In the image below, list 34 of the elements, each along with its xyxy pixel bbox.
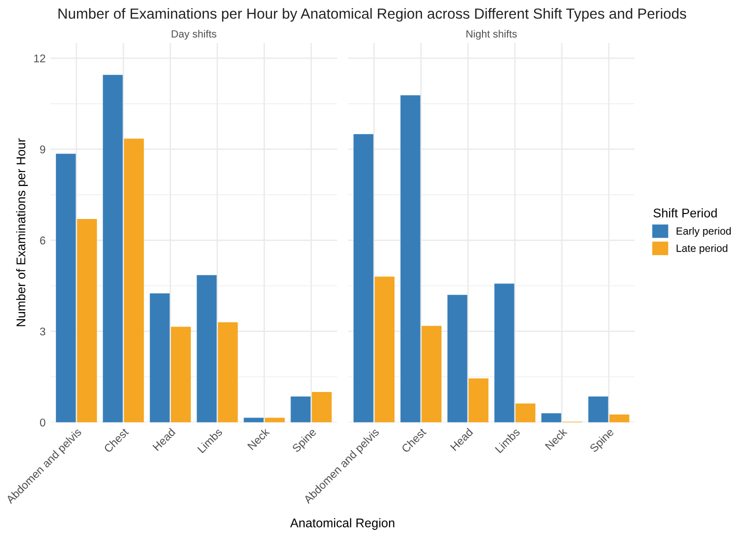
x-axis-title: Anatomical Region [290, 518, 394, 530]
y-tick-label: 3 [40, 328, 46, 336]
bar [588, 396, 608, 422]
y-tick-label: 9 [40, 146, 46, 154]
bar [400, 95, 420, 422]
legend-label: Late period [676, 244, 728, 254]
bar [541, 413, 562, 422]
bar [494, 284, 514, 422]
bar [170, 326, 191, 422]
y-tick-label: 0 [40, 418, 46, 426]
text: Number of Examinations per Hour by Anatomical Region across Different Shift Types and Periods [58, 8, 686, 22]
bar [354, 134, 374, 422]
bar [374, 276, 395, 422]
bar [447, 294, 468, 422]
bar [468, 378, 488, 422]
chart-subtitle: Day shifts [172, 30, 216, 40]
bar [312, 392, 332, 422]
bar [609, 414, 630, 422]
legend-label: Early period [676, 227, 731, 237]
bar [422, 326, 442, 422]
y-tick-label: 12 [34, 54, 46, 62]
chart-subtitle: Night shifts [466, 30, 517, 40]
bar [196, 275, 217, 422]
legend-title: Shift Period [654, 208, 717, 218]
bar [516, 404, 536, 422]
bar [124, 138, 144, 422]
bar [56, 154, 76, 422]
bar [102, 74, 123, 422]
y-axis-title: Number of Examinations per Hour [16, 138, 28, 326]
bar [290, 396, 311, 422]
bar [77, 219, 97, 422]
bar [218, 322, 238, 422]
y-tick-label: 6 [40, 236, 46, 244]
bar [150, 293, 170, 422]
